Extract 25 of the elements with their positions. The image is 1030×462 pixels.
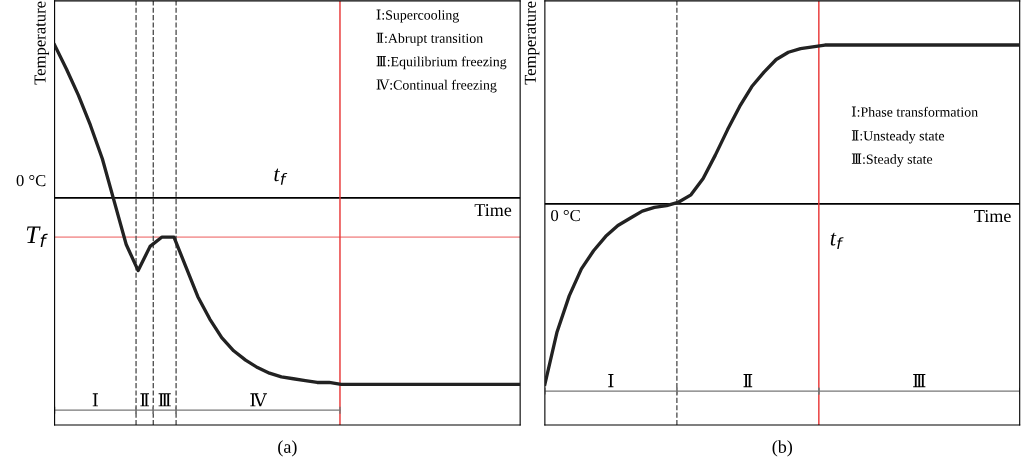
ref-line-label: 0 °C [551, 209, 580, 222]
annotation: t$_{f}$ [830, 232, 844, 250]
y-axis-title: Temperature [34, 1, 50, 85]
text: (b) [772, 440, 793, 457]
text: Ⅱ [140, 393, 150, 407]
annotation: Ⅳ:Continual freezing [376, 79, 497, 93]
annotation: Ⅱ [743, 374, 753, 388]
annotation: Ⅲ:Equilibrium freezing [376, 56, 507, 70]
text: Ⅰ [92, 393, 98, 407]
text: Ⅰ:Supercooling [376, 9, 459, 23]
text: Ⅳ [250, 393, 268, 407]
y-axis-title: Temperature [524, 1, 540, 85]
x-axis-title: Time [974, 209, 1011, 223]
annotation: Ⅰ [608, 374, 614, 388]
annotation: Ⅲ:Steady state [851, 153, 933, 167]
annotation: t$_{f}$ [274, 168, 288, 185]
annotation: Ⅲ [913, 374, 926, 388]
text: (a) [278, 440, 297, 457]
ref-line-label: 0 °C [16, 174, 46, 187]
text: Ⅲ [158, 393, 171, 407]
annotation: Ⅱ:Abrupt transition [376, 32, 483, 46]
annotation: Ⅰ:Phase transformation [851, 106, 978, 117]
ref-line-label: T$_{f}$ [26, 226, 48, 248]
x-axis-title: Time [474, 204, 512, 217]
annotation: Ⅱ:Unsteady state [851, 130, 945, 144]
